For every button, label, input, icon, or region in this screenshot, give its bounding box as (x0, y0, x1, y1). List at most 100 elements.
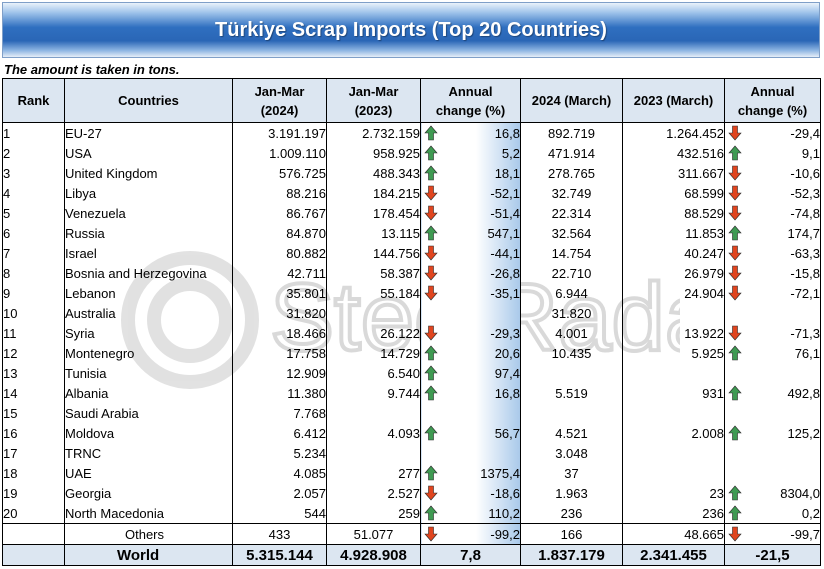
rank-cell: 15 (2, 403, 65, 423)
march-2024-cell: 10.435 (520, 343, 623, 363)
annual-change-march-cell (724, 363, 821, 383)
march-2024-cell: 3.048 (520, 443, 623, 463)
annual-change-march-cell: 0,2 (724, 503, 821, 524)
world-annual-change: 7,8 (420, 544, 521, 566)
jan-mar-2023-cell: 6.540 (326, 363, 421, 383)
jan-mar-2024-cell: 576.725 (232, 163, 327, 183)
annual-change-march-value: -74,8 (790, 205, 820, 221)
annual-change-cell: 5,2 (420, 143, 521, 163)
others-label: Others (64, 523, 233, 545)
title-bar: Türkiye Scrap Imports (Top 20 Countries) (2, 2, 820, 58)
annual-change-march-cell: -29,4 (724, 122, 821, 143)
arrow-down-icon (728, 265, 742, 281)
march-2024-cell: 22.710 (520, 263, 623, 283)
annual-change-march-value: 174,7 (787, 225, 820, 241)
arrow-up-icon (728, 225, 742, 241)
annual-change-march-value: 0,2 (801, 505, 820, 521)
jan-mar-2024-cell: 3.191.197 (232, 122, 327, 143)
rank-cell: 16 (2, 423, 65, 443)
arrow-down-icon (424, 285, 438, 301)
march-2024-cell: 892.719 (520, 122, 623, 143)
jan-mar-2024-cell: 4.085 (232, 463, 327, 483)
annual-change-cell (420, 403, 521, 423)
arrow-up-icon (424, 145, 438, 161)
annual-change-value: -29,3 (490, 325, 520, 341)
country-cell: Moldova (64, 423, 233, 443)
country-cell: Israel (64, 243, 233, 263)
annual-change-march-cell: 492,8 (724, 383, 821, 403)
annual-change-cell: 16,8 (420, 383, 521, 403)
arrow-up-icon (424, 125, 438, 141)
annual-change-march-value: -10,6 (790, 165, 820, 181)
march-2023-cell: 236 (622, 503, 725, 524)
march-2024-cell: 1.963 (520, 483, 623, 503)
country-cell: Tunisia (64, 363, 233, 383)
country-cell: TRNC (64, 443, 233, 463)
jan-mar-2024-cell: 18.466 (232, 323, 327, 343)
march-2024-cell: 236 (520, 503, 623, 524)
world-march-2023: 2.341.455 (622, 544, 725, 566)
annual-change-cell (420, 443, 521, 463)
march-2024-cell: 278.765 (520, 163, 623, 183)
jan-mar-2023-cell (326, 403, 421, 423)
annual-change-march-value: -71,3 (790, 325, 820, 341)
march-2023-cell: 311.667 (622, 163, 725, 183)
jan-mar-2023-cell: 9.744 (326, 383, 421, 403)
annual-change-march-value: -15,8 (790, 265, 820, 281)
rank-cell: 12 (2, 343, 65, 363)
jan-mar-2023-cell (326, 303, 421, 323)
annual-change-march-cell: -63,3 (724, 243, 821, 263)
arrow-down-icon (728, 526, 742, 542)
march-2024-cell: 22.314 (520, 203, 623, 223)
others-annual-change-march: -99,7 (724, 523, 821, 545)
country-cell: Georgia (64, 483, 233, 503)
annual-change-value: 16,8 (494, 125, 520, 141)
header-jan-mar-2023: Jan-Mar (2023) (326, 78, 421, 123)
arrow-up-icon (424, 165, 438, 181)
annual-change-march-cell: -15,8 (724, 263, 821, 283)
table-row: 6 Russia 84.870 13.115 547,1 32.564 11.853 174,… (2, 223, 821, 243)
annual-change-value: 56,7 (494, 425, 520, 441)
arrow-up-icon (424, 505, 438, 521)
arrow-down-icon (424, 265, 438, 281)
arrow-up-icon (424, 225, 438, 241)
header-rank: Rank (2, 78, 65, 123)
table-row: 17 TRNC 5.234 3.048 (2, 443, 821, 463)
country-cell: Libya (64, 183, 233, 203)
annual-change-march-cell: 125,2 (724, 423, 821, 443)
table-row: 18 UAE 4.085 277 1375,4 37 (2, 463, 821, 483)
jan-mar-2024-cell: 17.758 (232, 343, 327, 363)
others-jan-mar-2024: 433 (232, 523, 327, 545)
annual-change-cell: -18,6 (420, 483, 521, 503)
arrow-up-icon (424, 345, 438, 361)
annual-change-value: -26,8 (490, 265, 520, 281)
annual-change-march-value: 492,8 (787, 385, 820, 401)
annual-change-march-value: 76,1 (794, 345, 820, 361)
arrow-down-icon (728, 205, 742, 221)
annual-change-value: 97,4 (494, 365, 520, 381)
arrow-down-icon (728, 245, 742, 261)
country-cell: Russia (64, 223, 233, 243)
jan-mar-2024-cell: 7.768 (232, 403, 327, 423)
jan-mar-2024-cell: 31.820 (232, 303, 327, 323)
march-2024-cell: 5.519 (520, 383, 623, 403)
annual-change-march-value: -72,1 (790, 285, 820, 301)
table-row: 1 EU-27 3.191.197 2.732.159 16,8 892.719 1.264… (2, 122, 821, 143)
rank-cell: 9 (2, 283, 65, 303)
jan-mar-2024-cell: 35.801 (232, 283, 327, 303)
arrow-down-icon (728, 185, 742, 201)
march-2023-cell: 1.264.452 (622, 122, 725, 143)
table-row: 4 Libya 88.216 184.215 -52,1 32.749 68.599 -52,… (2, 183, 821, 203)
table-row: 8 Bosnia and Herzegovina 42.711 58.387 -26,8… (2, 263, 821, 283)
header-march-2023: 2023 (March) (622, 78, 725, 123)
march-2024-cell: 31.820 (520, 303, 623, 323)
march-2023-cell: 23 (622, 483, 725, 503)
march-2024-cell (520, 403, 623, 423)
annual-change-cell: 110,2 (420, 503, 521, 524)
annual-change-cell: 20,6 (420, 343, 521, 363)
arrow-down-icon (424, 325, 438, 341)
rank-cell: 2 (2, 143, 65, 163)
arrow-up-icon (728, 385, 742, 401)
annual-change-march-cell: -74,8 (724, 203, 821, 223)
